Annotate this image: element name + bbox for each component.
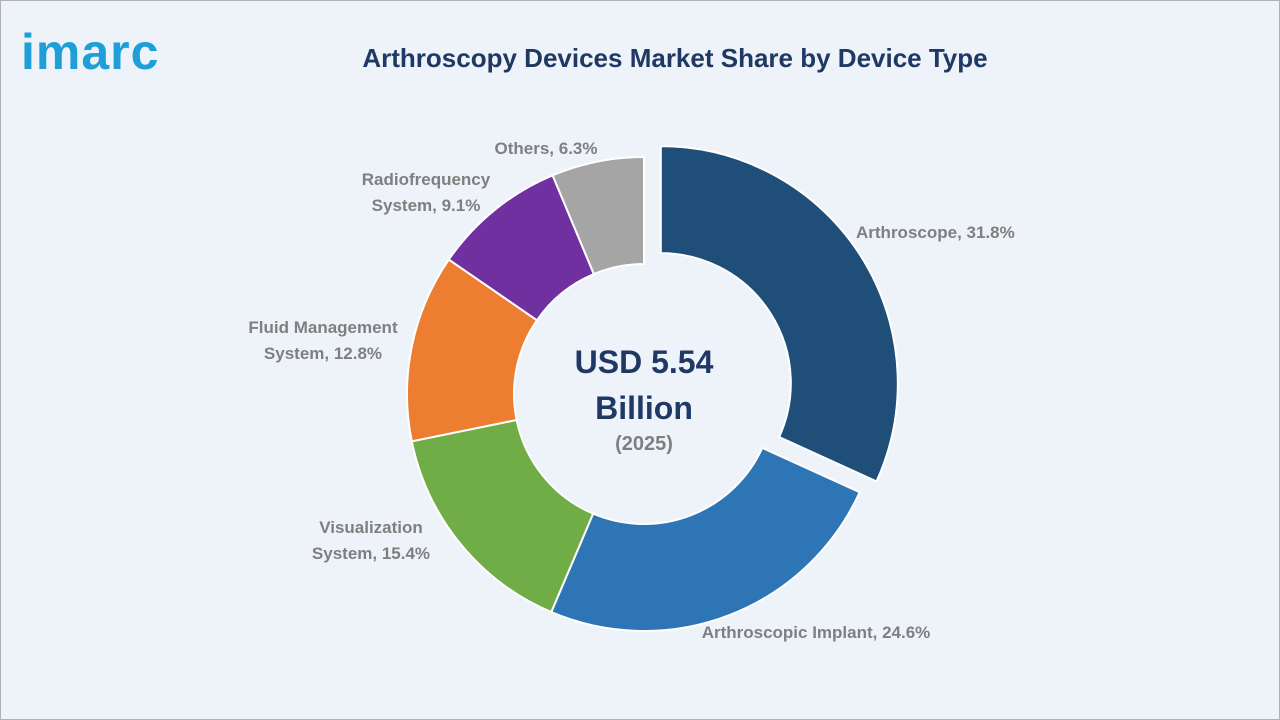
chart-title: Arthroscopy Devices Market Share by Devi… — [362, 43, 988, 73]
center-label: USD 5.54 Billion — [574, 344, 714, 426]
slice-label: Arthroscopic Implant, 24.6% — [701, 623, 931, 642]
donut-slice — [551, 155, 645, 276]
slice-label: Others, 6.3% — [494, 139, 598, 158]
slice-label: Fluid Management System, 12.8% — [248, 318, 398, 363]
slice-label: Arthroscope, 31.8% — [856, 223, 1015, 242]
center-sublabel: (2025) — [615, 433, 673, 455]
slice-label: Visualization System, 15.4% — [311, 518, 431, 563]
slice-label: Radiofrequency System, 9.1% — [361, 170, 491, 215]
donut-slice — [659, 145, 899, 483]
logo: imarc — [21, 24, 160, 80]
donut-slice — [549, 446, 862, 632]
